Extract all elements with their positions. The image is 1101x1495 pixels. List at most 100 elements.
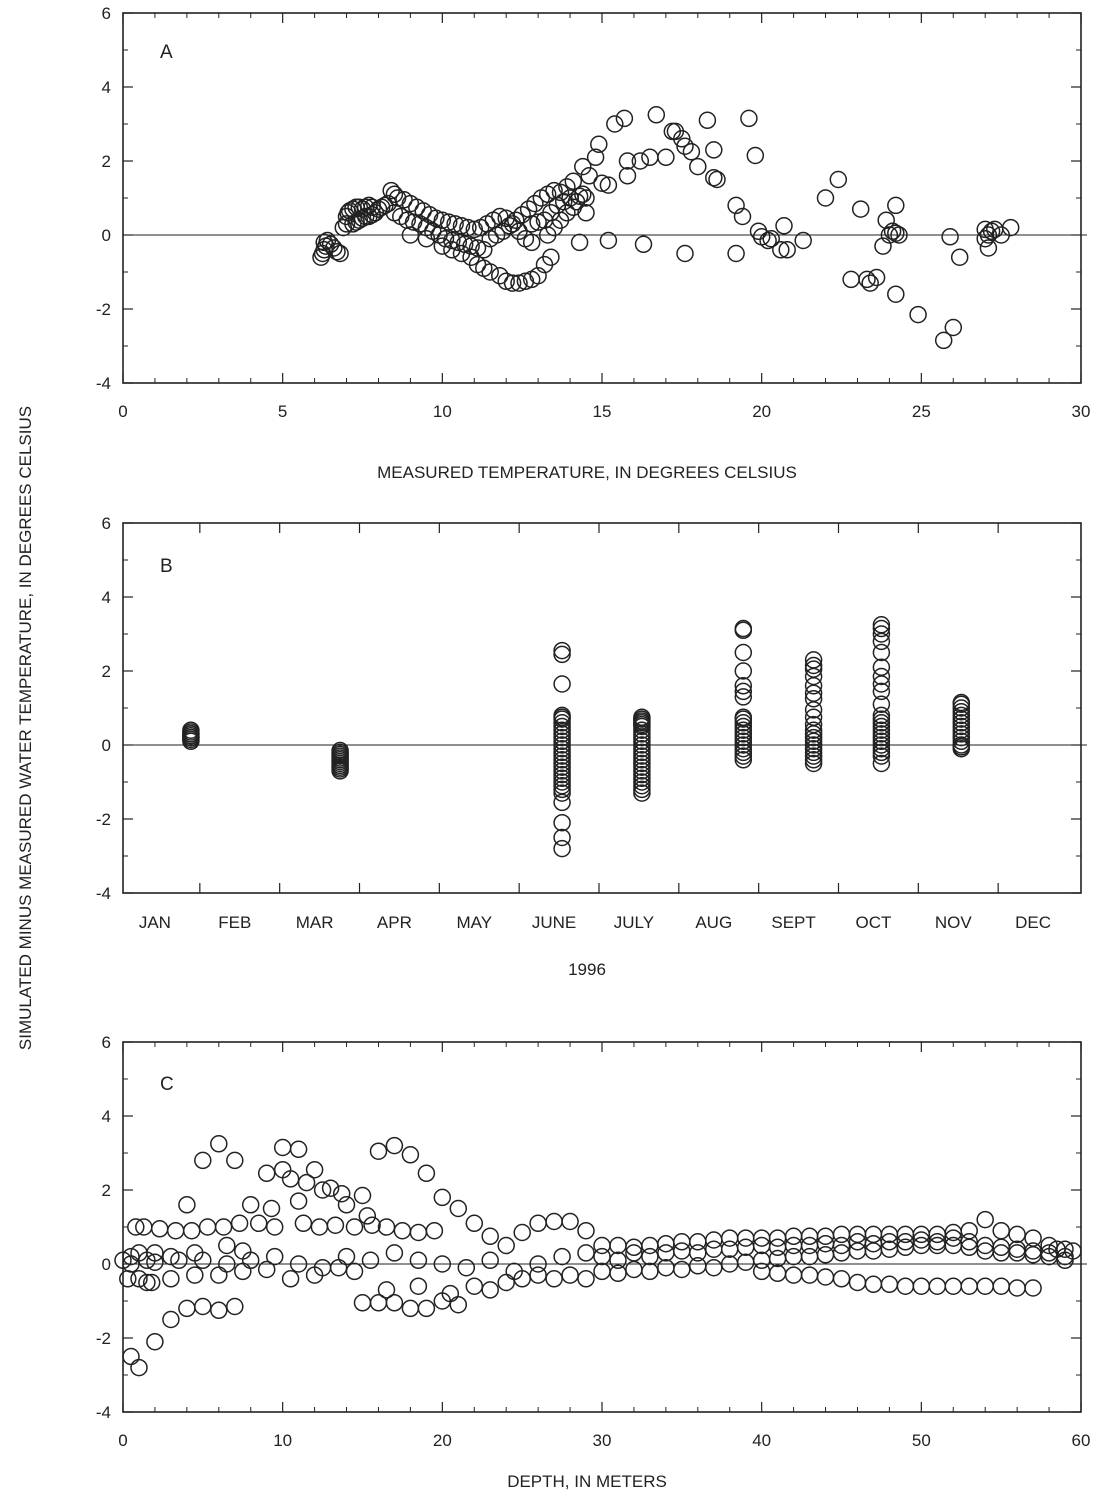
data-point — [553, 839, 571, 858]
data-point — [842, 270, 860, 289]
data-point — [734, 739, 753, 758]
data-point — [804, 701, 823, 719]
data-point — [281, 1270, 300, 1288]
month-label: MAR — [296, 913, 334, 932]
data-point — [784, 1247, 803, 1266]
data-point — [401, 1146, 420, 1164]
data-point — [880, 1275, 899, 1294]
data-point — [457, 1258, 476, 1277]
data-point — [326, 1216, 345, 1234]
data-point — [734, 710, 753, 728]
data-point — [800, 1247, 819, 1266]
data-point — [305, 1160, 324, 1179]
data-point — [633, 717, 651, 736]
data-point — [633, 776, 651, 795]
data-point — [553, 828, 571, 847]
data-point — [329, 1258, 348, 1277]
data-point — [736, 1253, 755, 1271]
data-point — [657, 1244, 675, 1262]
data-point — [618, 167, 637, 185]
x-tick-label: 50 — [912, 1431, 931, 1450]
data-point — [952, 717, 971, 736]
data-point — [734, 662, 753, 680]
data-point — [218, 1236, 236, 1255]
x-tick-label: 10 — [433, 402, 452, 421]
data-point — [459, 218, 477, 237]
data-point — [257, 1164, 276, 1183]
panel-label: C — [160, 1074, 174, 1095]
data-point — [804, 690, 823, 708]
data-point — [505, 1262, 523, 1281]
data-point — [553, 717, 571, 736]
data-point — [331, 741, 349, 760]
data-point — [194, 1297, 212, 1316]
data-point — [443, 241, 461, 259]
data-point — [481, 1227, 499, 1246]
data-point — [577, 1270, 595, 1288]
data-point — [759, 231, 777, 250]
data-point — [872, 695, 891, 714]
data-point — [800, 1266, 819, 1284]
data-point — [727, 244, 745, 263]
data-point — [952, 695, 971, 714]
data-point — [436, 229, 455, 248]
data-point — [950, 248, 969, 266]
data-point — [708, 170, 726, 189]
data-point — [872, 714, 891, 732]
data-point — [960, 1277, 978, 1295]
data-point — [698, 111, 717, 130]
data-point — [186, 1266, 204, 1284]
data-point — [992, 1221, 1010, 1240]
data-point — [928, 1277, 947, 1295]
data-point — [746, 146, 765, 165]
data-point — [529, 266, 547, 285]
data-point — [734, 725, 753, 743]
data-point — [832, 1270, 851, 1288]
data-point — [257, 1260, 276, 1279]
data-point — [992, 1277, 1010, 1295]
data-point — [574, 157, 592, 176]
data-point — [952, 702, 971, 721]
data-point — [230, 1214, 249, 1233]
data-point — [944, 318, 963, 337]
data-point — [705, 1258, 723, 1277]
data-point — [872, 667, 891, 686]
data-point — [734, 717, 753, 736]
data-point — [574, 185, 592, 204]
data-point — [363, 1216, 381, 1234]
data-point — [872, 616, 891, 634]
data-point — [880, 226, 899, 244]
data-point — [417, 229, 436, 248]
data-point — [641, 1247, 659, 1266]
data-point — [561, 1266, 579, 1284]
data-point — [673, 1260, 691, 1279]
data-point — [377, 1281, 396, 1299]
data-point — [542, 248, 560, 266]
month-label: DEC — [1015, 913, 1051, 932]
data-point — [1008, 1225, 1026, 1244]
x-tick-label: 15 — [593, 402, 612, 421]
data-point — [545, 1270, 563, 1288]
x-tick-label: 40 — [752, 1431, 771, 1450]
data-point — [337, 1196, 356, 1214]
data-point — [705, 1240, 723, 1258]
data-point — [553, 751, 571, 769]
data-point — [475, 241, 493, 259]
data-point — [577, 1221, 595, 1240]
data-point — [122, 1255, 140, 1273]
data-point — [736, 1229, 755, 1247]
data-point — [848, 1273, 867, 1292]
data-point — [337, 1247, 356, 1266]
data-point — [734, 736, 753, 754]
data-point — [564, 198, 583, 217]
data-point — [768, 1229, 787, 1247]
data-point — [634, 235, 653, 254]
month-label: JULY — [614, 913, 654, 932]
data-point — [577, 204, 595, 222]
data-point — [872, 739, 891, 758]
data-point — [633, 765, 651, 784]
data-point — [553, 780, 571, 799]
data-point — [553, 725, 571, 743]
